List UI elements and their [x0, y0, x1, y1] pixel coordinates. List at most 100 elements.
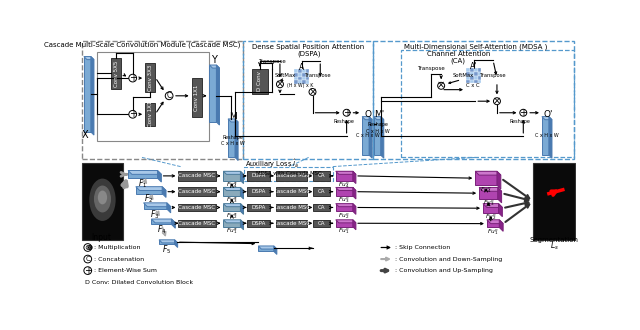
Polygon shape: [172, 219, 175, 228]
Text: $F_3$: $F_3$: [150, 208, 160, 221]
Polygon shape: [143, 203, 171, 207]
Text: $Fu_3^o$: $Fu_3^o$: [483, 199, 494, 209]
Polygon shape: [228, 119, 238, 122]
Bar: [305, 69, 309, 73]
Bar: [533, 163, 575, 240]
Bar: [179, 220, 216, 227]
Polygon shape: [223, 171, 244, 174]
Text: Reshape: Reshape: [222, 135, 243, 140]
Ellipse shape: [90, 179, 116, 221]
Polygon shape: [84, 56, 91, 132]
Text: A: A: [299, 63, 304, 72]
Polygon shape: [336, 171, 356, 174]
Polygon shape: [336, 220, 356, 223]
Bar: [179, 204, 216, 211]
Text: Channel Attention: Channel Attention: [426, 51, 490, 57]
Polygon shape: [259, 246, 274, 251]
Text: Cascade MSC: Cascade MSC: [179, 173, 216, 179]
Bar: [301, 69, 305, 73]
Bar: [145, 63, 155, 92]
Text: $Fu_2^o$: $Fu_2^o$: [485, 213, 497, 222]
Polygon shape: [374, 116, 381, 155]
Polygon shape: [157, 171, 161, 182]
Polygon shape: [487, 220, 499, 227]
Text: O: O: [365, 110, 372, 119]
Bar: [305, 81, 309, 84]
Text: Reshape: Reshape: [368, 122, 389, 127]
Polygon shape: [159, 240, 175, 245]
Polygon shape: [209, 65, 216, 122]
Bar: [474, 72, 477, 76]
Text: Segmentation: Segmentation: [530, 237, 579, 243]
Polygon shape: [353, 171, 356, 183]
Polygon shape: [369, 116, 372, 158]
Bar: [246, 220, 270, 227]
Circle shape: [129, 111, 136, 118]
Polygon shape: [336, 220, 353, 227]
Bar: [179, 171, 216, 181]
Text: $Fu_4^o$: $Fu_4^o$: [480, 185, 492, 195]
Text: MDSA with Cascade MSC: MDSA with Cascade MSC: [255, 171, 321, 176]
Polygon shape: [336, 187, 353, 196]
Polygon shape: [241, 220, 244, 230]
Polygon shape: [241, 171, 244, 183]
Text: $Fu_1^o$: $Fu_1^o$: [487, 227, 499, 237]
Bar: [191, 78, 202, 116]
Text: Conv 1X1: Conv 1X1: [148, 101, 152, 127]
Bar: [294, 81, 298, 84]
Circle shape: [84, 244, 92, 251]
Text: CA: CA: [317, 221, 324, 226]
Bar: [81, 163, 124, 240]
Polygon shape: [223, 187, 244, 190]
Bar: [145, 103, 155, 126]
Polygon shape: [136, 187, 162, 194]
Bar: [298, 69, 301, 73]
Text: Cascade MSC: Cascade MSC: [179, 221, 216, 226]
Bar: [466, 80, 470, 83]
Text: $Fu_4^a$: $Fu_4^a$: [226, 180, 237, 190]
Circle shape: [343, 109, 350, 116]
Text: : Skip Connection: : Skip Connection: [396, 245, 451, 250]
Circle shape: [493, 98, 500, 105]
Text: Cascade MSC: Cascade MSC: [273, 221, 310, 226]
Text: CA: CA: [317, 189, 324, 194]
Text: X: X: [82, 130, 89, 140]
Polygon shape: [167, 203, 171, 213]
Text: CA: CA: [317, 205, 324, 210]
Bar: [401, 50, 575, 157]
Text: Input: Input: [92, 233, 112, 242]
Text: DSPA: DSPA: [251, 173, 266, 179]
Polygon shape: [241, 204, 244, 214]
Bar: [111, 58, 121, 89]
Polygon shape: [128, 171, 161, 174]
Bar: [312, 220, 330, 227]
Text: Reshape: Reshape: [333, 119, 354, 124]
Text: Conv 3X3: Conv 3X3: [148, 64, 152, 90]
Polygon shape: [151, 219, 175, 223]
Polygon shape: [336, 171, 353, 181]
Text: Cascade MSC: Cascade MSC: [179, 205, 216, 210]
Polygon shape: [549, 116, 552, 158]
Circle shape: [438, 82, 445, 89]
Polygon shape: [128, 171, 157, 178]
Polygon shape: [476, 171, 497, 185]
Circle shape: [520, 109, 527, 116]
Text: Transpose: Transpose: [480, 73, 506, 78]
Polygon shape: [216, 65, 220, 125]
Text: O': O': [543, 110, 553, 119]
Bar: [276, 171, 307, 181]
Text: $F_5$: $F_5$: [162, 244, 172, 256]
Bar: [470, 80, 474, 83]
Bar: [477, 72, 481, 76]
Polygon shape: [479, 187, 498, 199]
Polygon shape: [362, 116, 369, 155]
Text: $Fu_3^a$: $Fu_3^a$: [226, 196, 237, 205]
Text: Cascade MSC: Cascade MSC: [179, 189, 216, 194]
Bar: [305, 73, 309, 77]
Text: $L_s$: $L_s$: [550, 240, 559, 252]
Polygon shape: [223, 171, 241, 181]
Bar: [246, 204, 270, 211]
Text: +: +: [129, 109, 137, 119]
Text: Dense Spatial Position Attention: Dense Spatial Position Attention: [253, 44, 365, 50]
Polygon shape: [336, 187, 356, 190]
